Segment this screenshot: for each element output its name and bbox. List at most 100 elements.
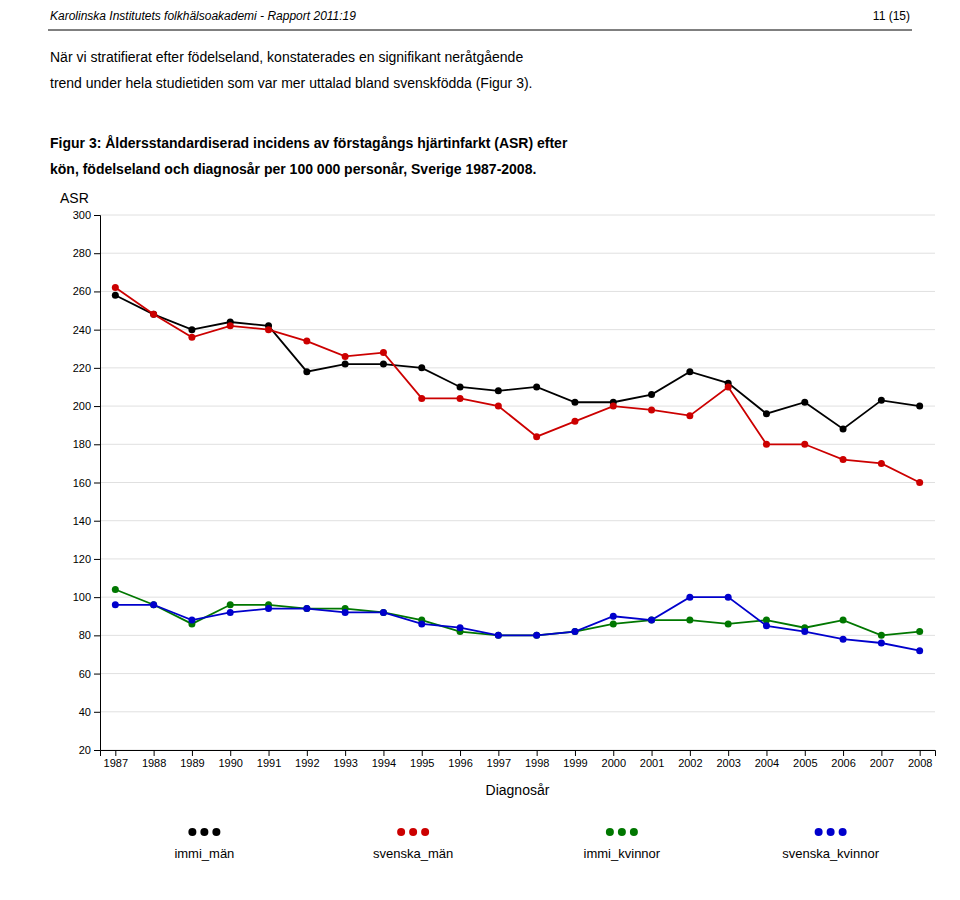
y-tick-label: 120	[73, 553, 91, 565]
x-tick-mark	[383, 750, 384, 756]
y-tick: 60	[79, 668, 100, 680]
legend-symbol	[200, 828, 208, 836]
x-tick-label: 2001	[640, 757, 664, 769]
y-tick-label: 160	[73, 477, 91, 489]
chart: Karolinska Institutets folkhälsoakademi …	[0, 0, 960, 900]
y-tick-mark	[94, 291, 100, 292]
header-text: Karolinska Institutets folkhälsoakademi …	[50, 9, 356, 23]
x-tick-mark	[920, 750, 921, 756]
y-tick: 140	[73, 515, 100, 527]
series-point	[495, 403, 502, 410]
x-tick-mark	[690, 750, 691, 756]
series-point	[303, 605, 310, 612]
x-tick: 2005	[793, 750, 817, 769]
x-tick-mark	[422, 750, 423, 756]
x-tick: 2003	[716, 750, 740, 769]
grid-line	[100, 482, 935, 483]
series-point	[227, 322, 234, 329]
y-tick-mark	[94, 215, 100, 216]
x-tick-mark	[881, 750, 882, 756]
series-point	[112, 601, 119, 608]
y-tick: 100	[73, 591, 100, 603]
series-point	[878, 632, 885, 639]
x-tick: 2002	[678, 750, 702, 769]
series-point	[916, 647, 923, 654]
series-point	[648, 617, 655, 624]
x-tick: 2004	[755, 750, 779, 769]
legend-symbol	[212, 828, 220, 836]
y-tick: 80	[79, 629, 100, 641]
series-point	[188, 334, 195, 341]
x-axis-line	[101, 751, 936, 757]
x-tick-label: 2005	[793, 757, 817, 769]
x-tick-mark	[345, 750, 346, 756]
x-tick-mark	[728, 750, 729, 756]
x-tick-mark	[307, 750, 308, 756]
y-tick: 120	[73, 553, 100, 565]
legend-label: svenska_kvinnor	[782, 846, 879, 861]
y-tick-label: 200	[73, 400, 91, 412]
header-rule	[48, 30, 912, 31]
y-tick: 240	[73, 324, 100, 336]
y-tick-mark	[94, 444, 100, 445]
grid-line	[100, 291, 935, 292]
x-tick-mark	[269, 750, 270, 756]
grid-line	[100, 329, 935, 330]
grid-line	[100, 367, 935, 368]
title: Figur 3: Åldersstandardiserad incidens a…	[50, 135, 568, 151]
series-point	[188, 617, 195, 624]
y-tick: 180	[73, 438, 100, 450]
x-tick: 1996	[448, 750, 472, 769]
x-tick-label: 1991	[257, 757, 281, 769]
series-point	[303, 605, 310, 612]
series-point	[112, 284, 119, 291]
y-tick: 160	[73, 477, 100, 489]
x-tick: 1994	[372, 750, 396, 769]
legend-label: immi_kvinnor	[584, 846, 661, 861]
x-tick: 2006	[831, 750, 855, 769]
x-tick-label: 2000	[602, 757, 626, 769]
series-point	[533, 383, 540, 390]
series-point	[533, 433, 540, 440]
x-axis-label: Diagnosår	[486, 782, 550, 798]
y-tick-label: 100	[73, 591, 91, 603]
x-tick-label: 1999	[563, 757, 587, 769]
series-point	[457, 624, 464, 631]
y-tick-mark	[94, 559, 100, 560]
x-tick: 2001	[640, 750, 664, 769]
series-point	[495, 632, 502, 639]
legend: immi_mänsvenska_mänimmi_kvinnorsvenska_k…	[174, 828, 879, 861]
x-tick-mark	[537, 750, 538, 756]
grid-line	[100, 558, 935, 559]
x-tick-mark	[575, 750, 576, 756]
y-tick-mark	[94, 521, 100, 522]
series-point	[418, 620, 425, 627]
series-point	[610, 403, 617, 410]
x-tick-label: 2002	[678, 757, 702, 769]
x-tick: 1991	[257, 750, 281, 769]
legend-symbol	[630, 828, 638, 836]
series-point	[533, 632, 540, 639]
x-tick-mark	[766, 750, 767, 756]
grid-line	[100, 711, 935, 712]
x-tick: 2000	[602, 750, 626, 769]
x-tick: 1988	[142, 750, 166, 769]
x-tick: 2007	[870, 750, 894, 769]
y-tick-label: 80	[79, 629, 91, 641]
x-tick-mark	[613, 750, 614, 756]
x-tick-label: 1994	[372, 757, 396, 769]
x-tick-label: 1993	[333, 757, 357, 769]
series-point	[380, 349, 387, 356]
series-point	[150, 601, 157, 608]
y-tick-label: 280	[73, 247, 91, 259]
y-tick-mark	[94, 712, 100, 713]
x-tick: 1992	[295, 750, 319, 769]
x-tick-label: 1998	[525, 757, 549, 769]
series-point	[495, 632, 502, 639]
series-point	[878, 460, 885, 467]
series-point	[418, 395, 425, 402]
series-point	[571, 418, 578, 425]
series-point	[840, 456, 847, 463]
series-point	[150, 311, 157, 318]
series-point	[265, 326, 272, 333]
